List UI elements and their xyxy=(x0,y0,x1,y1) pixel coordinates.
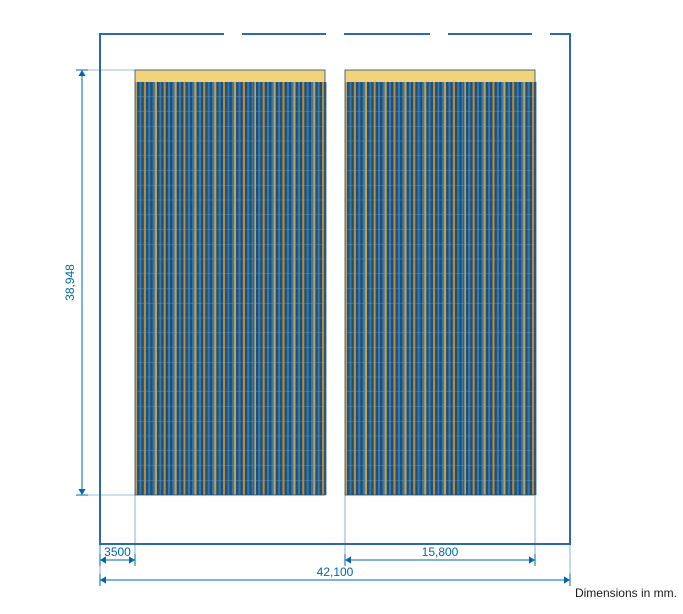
dimension-value: 15,800 xyxy=(422,545,459,559)
layout-plan: 38,948 42,100 3500 15,800 xyxy=(0,0,683,614)
dimension-value: 38,948 xyxy=(63,264,77,301)
door-opening xyxy=(224,32,242,36)
rack-block xyxy=(345,70,536,495)
rack-block xyxy=(135,70,326,495)
dimension-value: 42,100 xyxy=(317,565,354,579)
door-opening xyxy=(326,32,344,36)
units-label: Dimensions in mm. xyxy=(575,586,677,600)
door-opening xyxy=(532,32,550,36)
dimension-value: 3500 xyxy=(104,545,131,559)
door-opening xyxy=(430,32,448,36)
